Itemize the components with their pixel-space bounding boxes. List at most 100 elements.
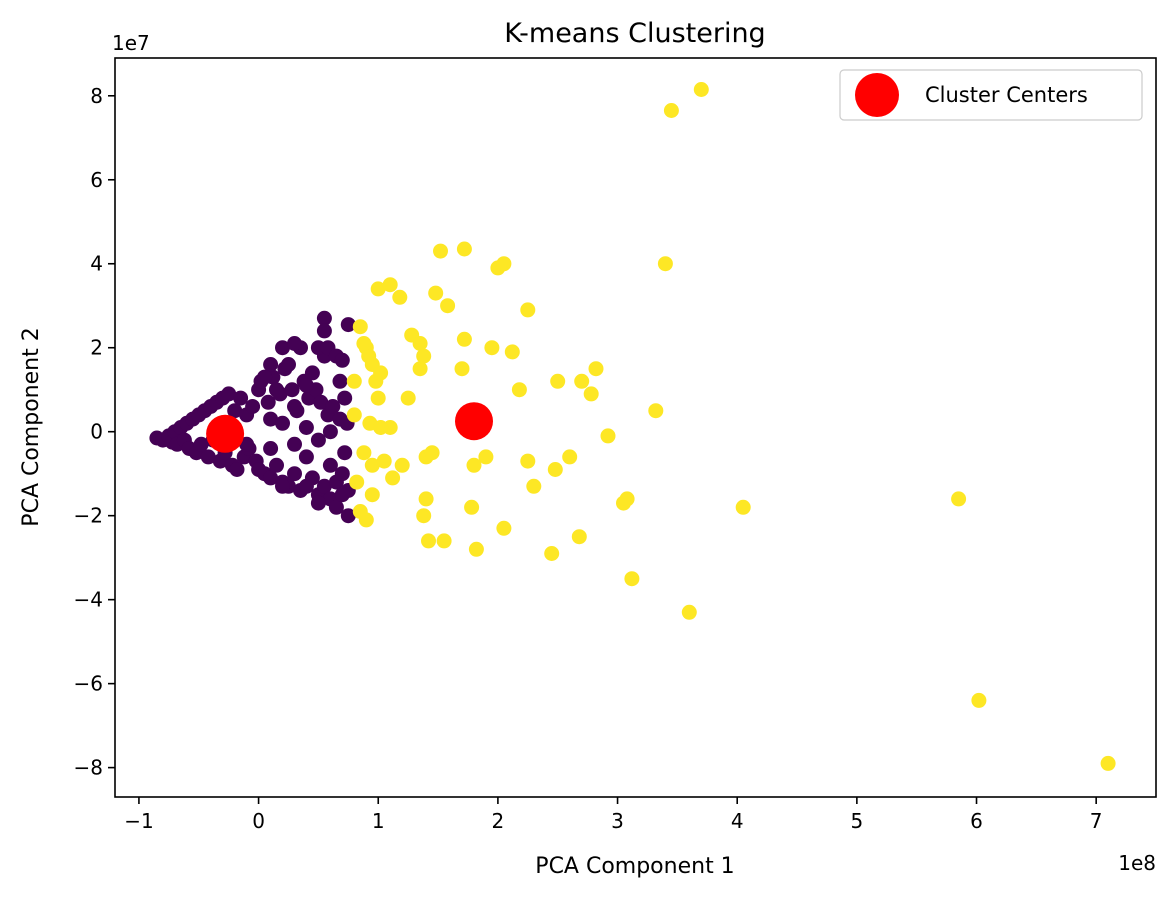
data-point xyxy=(468,541,484,557)
data-point xyxy=(382,277,398,293)
y-tick-label: −6 xyxy=(74,672,103,696)
data-point xyxy=(334,487,350,503)
x-tick-label: 5 xyxy=(850,809,863,833)
data-point xyxy=(322,457,338,473)
data-point xyxy=(269,457,284,473)
data-point xyxy=(275,478,290,494)
data-point xyxy=(275,415,290,431)
data-point xyxy=(263,357,279,372)
data-point xyxy=(1100,755,1116,771)
data-point xyxy=(370,281,386,297)
data-point xyxy=(735,499,751,515)
data-point xyxy=(416,508,432,524)
y-axis-label: PCA Component 2 xyxy=(19,327,44,526)
y-tick-label: 2 xyxy=(90,336,103,360)
x-tick-label: 6 xyxy=(970,809,983,833)
data-point xyxy=(257,369,273,385)
data-point xyxy=(364,487,380,503)
data-point xyxy=(298,378,314,393)
data-points xyxy=(149,82,1116,771)
cluster-centers xyxy=(206,402,493,453)
data-point xyxy=(284,382,300,398)
data-point xyxy=(298,449,314,465)
data-point xyxy=(951,491,967,507)
data-point xyxy=(328,499,344,515)
x-tick-label: 0 xyxy=(252,809,265,833)
y-tick-label: 4 xyxy=(90,252,103,276)
data-point xyxy=(287,336,302,351)
data-point xyxy=(316,323,332,339)
legend-box xyxy=(839,69,1143,121)
data-point xyxy=(233,390,249,406)
data-point xyxy=(275,340,290,356)
data-point xyxy=(260,394,276,410)
y-offset-label: 1e7 xyxy=(112,31,150,55)
data-point xyxy=(619,491,635,507)
data-point xyxy=(547,462,563,477)
data-point xyxy=(424,445,440,461)
data-point xyxy=(588,361,604,377)
data-point xyxy=(464,499,480,515)
x-tick-label: 3 xyxy=(611,809,624,833)
data-point xyxy=(346,407,362,423)
data-point xyxy=(370,390,386,406)
legend: Cluster Centers xyxy=(839,69,1143,121)
data-point xyxy=(373,420,389,435)
data-point xyxy=(418,491,434,507)
data-point xyxy=(562,449,578,465)
data-point xyxy=(376,453,392,469)
data-point xyxy=(200,449,216,465)
data-point xyxy=(456,331,472,347)
data-point xyxy=(346,373,362,389)
data-point xyxy=(313,394,329,410)
data-point xyxy=(358,512,374,528)
data-point xyxy=(332,373,348,389)
y-tick-label: −2 xyxy=(74,504,103,528)
data-point xyxy=(663,103,679,118)
data-point xyxy=(600,428,616,444)
data-point xyxy=(221,386,237,402)
data-point xyxy=(484,340,500,356)
data-point xyxy=(550,373,566,389)
data-point xyxy=(193,436,209,452)
data-point xyxy=(385,470,401,486)
legend-marker-cluster-centers xyxy=(855,73,899,117)
data-point xyxy=(263,470,279,486)
data-point xyxy=(681,604,697,620)
axis-ticks: −1 0 1 2 3 4 5 6 7 −8 −6 −4 −2 0 2 4 6 8 xyxy=(74,84,1103,833)
data-point xyxy=(337,445,353,461)
legend-label-cluster-centers: Cluster Centers xyxy=(925,83,1088,107)
x-tick-label: 1 xyxy=(372,809,385,833)
data-point xyxy=(392,289,408,305)
data-point xyxy=(298,420,314,435)
data-point xyxy=(340,508,356,524)
chart-title: K-means Clustering xyxy=(504,18,765,49)
y-tick-label: 8 xyxy=(90,84,103,108)
data-point xyxy=(583,386,599,402)
data-point xyxy=(334,352,350,368)
data-point xyxy=(454,361,470,377)
data-point xyxy=(229,462,245,477)
data-point xyxy=(657,256,673,272)
data-point xyxy=(433,243,448,259)
data-point xyxy=(349,474,365,490)
data-point xyxy=(310,432,326,448)
data-point xyxy=(428,285,444,301)
data-point xyxy=(227,403,243,419)
data-point xyxy=(421,533,436,549)
data-point xyxy=(693,82,709,97)
data-point xyxy=(340,317,356,333)
data-point xyxy=(263,411,279,427)
cluster-center-marker xyxy=(455,402,493,441)
data-point xyxy=(526,478,542,494)
data-point xyxy=(269,382,284,398)
data-point xyxy=(316,310,332,326)
data-point xyxy=(287,436,302,452)
data-point xyxy=(322,424,338,440)
x-tick-label: −1 xyxy=(124,809,153,833)
y-tick-label: −4 xyxy=(74,588,103,612)
data-point xyxy=(436,533,452,549)
plot-area-frame xyxy=(114,57,1157,798)
data-point xyxy=(287,466,302,482)
